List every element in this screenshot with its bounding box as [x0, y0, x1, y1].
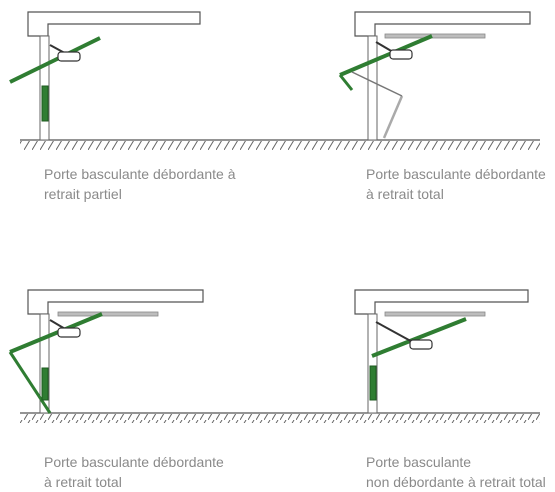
caption-total-2: Porte basculante débordante à retrait to…: [44, 452, 224, 492]
diagram-non-debordante: [278, 289, 540, 423]
diagram-partial: [9, 11, 278, 150]
caption-line-1: Porte basculante débordante: [44, 454, 224, 470]
ground-hatch: [278, 414, 540, 423]
caption-line-2: à retrait total: [44, 474, 122, 490]
door-panel: [9, 36, 101, 84]
door-jamb: [39, 313, 50, 414]
lintel: [354, 289, 529, 315]
lintel: [354, 11, 531, 37]
support-leg: [382, 95, 404, 139]
counterweight: [41, 85, 49, 122]
motor-unit: [57, 327, 81, 338]
ceiling-rail: [384, 33, 486, 39]
support-leg: [8, 351, 52, 414]
diagram-total-2: [8, 289, 278, 423]
diagram-total-1: [278, 11, 540, 150]
ground-hatch: [278, 141, 540, 150]
motor-unit: [57, 51, 81, 62]
caption-partial: Porte basculante débordante à retrait pa…: [44, 164, 235, 204]
caption-line-1: Porte basculante débordante à: [44, 166, 236, 182]
ceiling-rail: [384, 311, 486, 317]
caption-line-1: Porte basculante: [366, 454, 472, 470]
support-strut: [351, 71, 403, 97]
counterweight: [41, 367, 49, 401]
caption-line-2: non débordante à retrait total: [366, 474, 546, 490]
ceiling-rail: [57, 311, 159, 317]
counterweight: [369, 365, 377, 401]
motor-unit: [409, 339, 433, 350]
caption-line-2: à retrait total: [366, 186, 444, 202]
door-panel: [9, 312, 103, 354]
door-panel: [371, 317, 467, 358]
ground-hatch: [20, 414, 278, 423]
caption-line-1: Porte basculante débordante: [366, 166, 546, 182]
motor-unit: [389, 49, 413, 60]
lintel: [27, 11, 201, 37]
ground-hatch: [20, 141, 278, 150]
lintel: [27, 289, 204, 315]
door-jamb: [367, 313, 378, 414]
door-panel: [339, 34, 433, 77]
caption-line-2: retrait partiel: [44, 186, 122, 202]
door-jamb: [367, 35, 378, 141]
panel-drop: [338, 74, 354, 91]
caption-non-debordante: Porte basculante non débordante à retrai…: [366, 452, 546, 492]
caption-total-1: Porte basculante débordante à retrait to…: [366, 164, 546, 204]
